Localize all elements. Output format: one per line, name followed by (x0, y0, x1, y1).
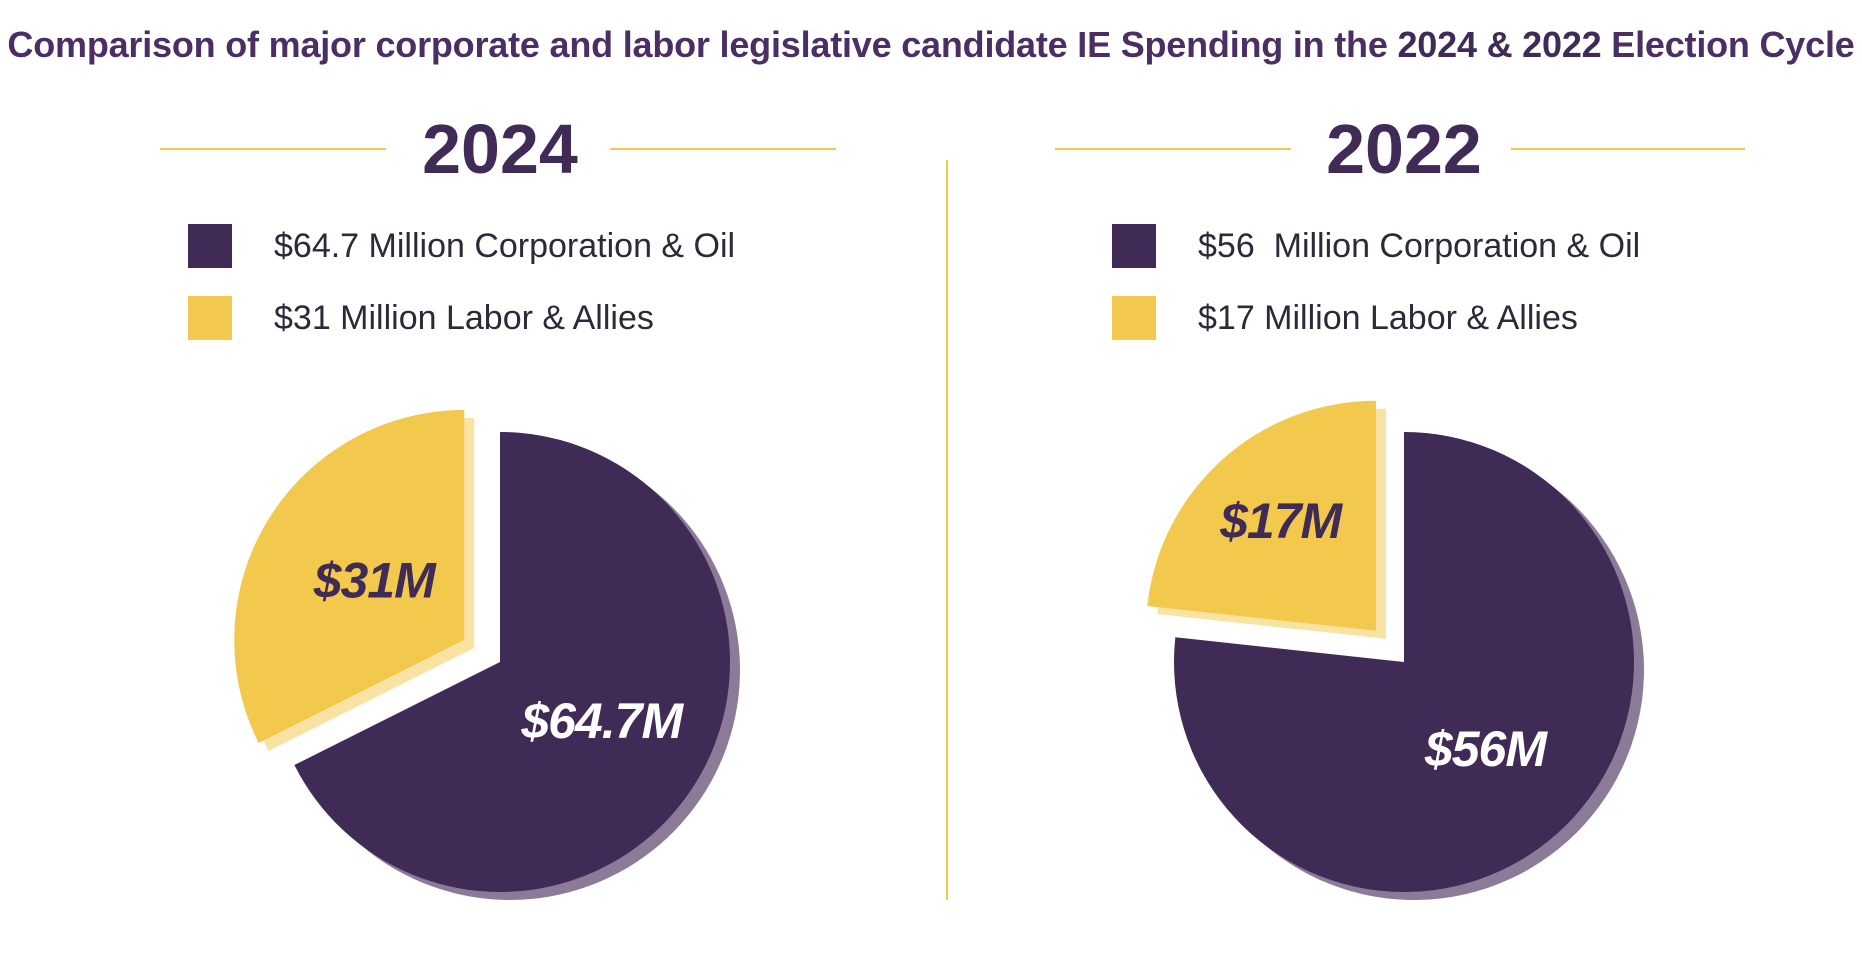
panel-2022: 2022 $56 Million Corporation & Oil $17 M… (931, 100, 1862, 954)
slice-label-labor: $17M (1219, 493, 1343, 549)
year-heading-2024: 2024 (422, 110, 578, 188)
panel-divider (946, 160, 948, 900)
legend-label-labor: $17 Million Labor & Allies (1198, 298, 1578, 337)
pie-slice-labor (234, 409, 465, 743)
legend-swatch-corporation (1112, 224, 1156, 268)
legend-swatch-labor (1112, 296, 1156, 340)
heading-rule-left (1055, 148, 1291, 150)
year-heading-2022: 2022 (1326, 110, 1482, 188)
slice-label-corporation: $64.7M (520, 693, 684, 749)
legend-item-corporation: $64.7 Million Corporation & Oil (188, 223, 735, 269)
legend-swatch-corporation (188, 224, 232, 268)
pie-slice-corporation (294, 432, 730, 892)
page-title: Comparison of major corporate and labor … (0, 24, 1862, 66)
title-years: 2024 & 2022 (1397, 24, 1602, 65)
title-prefix: Comparison of major corporate and labor … (7, 24, 1398, 65)
legend-swatch-labor (188, 296, 232, 340)
pie-slice-labor (1147, 400, 1376, 631)
heading-rule-left (160, 148, 386, 150)
legend-item-corporation: $56 Million Corporation & Oil (1112, 223, 1640, 269)
legend-item-labor: $31 Million Labor & Allies (188, 295, 654, 341)
legend-item-labor: $17 Million Labor & Allies (1112, 295, 1578, 341)
slice-label-labor: $31M (313, 553, 437, 609)
title-suffix: Election Cycle (1601, 24, 1855, 65)
heading-rule-right (610, 148, 836, 150)
legend-label-corporation: $64.7 Million Corporation & Oil (274, 226, 736, 265)
slice-label-corporation: $56M (1424, 721, 1548, 777)
legend-label-labor: $31 Million Labor & Allies (274, 298, 654, 337)
legend-label-corporation: $56 Million Corporation & Oil (1198, 226, 1641, 265)
pie-slice-corporation (1174, 432, 1634, 892)
panel-2024: 2024 $64.7 Million Corporation & Oil $31… (0, 100, 931, 954)
heading-rule-right (1511, 148, 1745, 150)
